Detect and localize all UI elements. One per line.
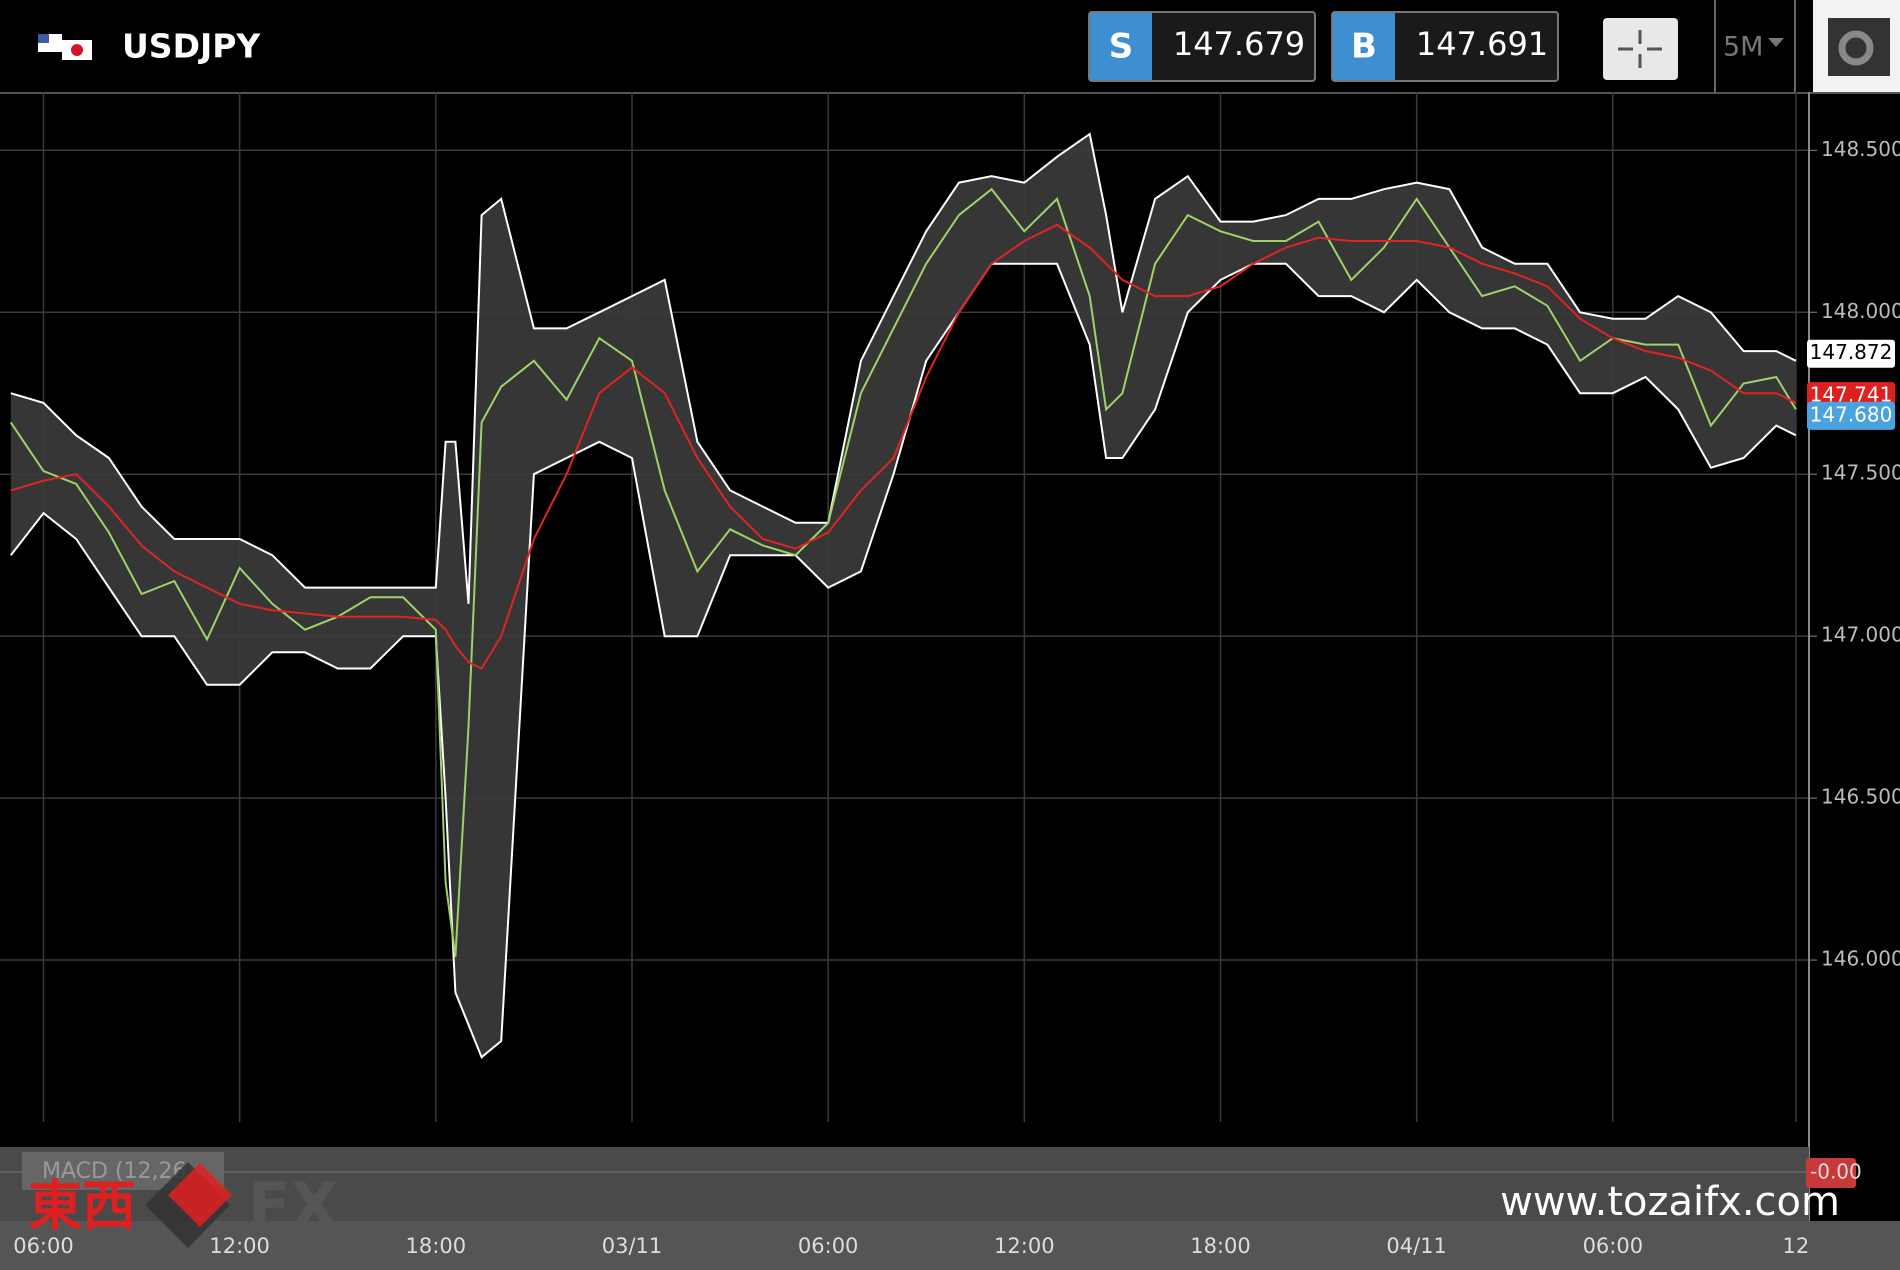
settings-gear[interactable]	[1838, 30, 1874, 66]
x-tick-label: 03/11	[602, 1234, 663, 1258]
macd-value-box	[1806, 1158, 1856, 1188]
y-tick-label: 148.000	[1821, 299, 1900, 323]
crosshair-icon[interactable]	[1618, 30, 1662, 68]
sell-label[interactable]: S	[1109, 27, 1134, 67]
settings-button[interactable]	[1813, 0, 1900, 93]
price-tag-label: 147.680	[1810, 402, 1893, 426]
x-tick-label: 06:00	[1583, 1234, 1644, 1258]
watermark-fx: FX	[248, 1169, 338, 1242]
y-tick-label: 146.500	[1821, 785, 1900, 809]
watermark-brand: 東西	[28, 1175, 136, 1238]
x-tick-label: 06:00	[13, 1234, 74, 1258]
flag-us-canton	[38, 34, 49, 43]
price-line	[10, 223, 1797, 670]
watermark-url: www.tozaifx.com	[1500, 1179, 1840, 1225]
crosshair-button[interactable]	[1603, 18, 1678, 80]
price-tag	[1807, 401, 1895, 430]
band-fill	[10, 134, 1796, 1058]
timeframe[interactable]: 5M	[1723, 32, 1763, 63]
x-tick-label: 06:00	[798, 1234, 859, 1258]
plot-area: 146.000 146.500 147.000 147.500 148.000 148.5…	[0, 92, 1900, 1221]
macd-value: -0.00	[1810, 1160, 1862, 1184]
price-tag-label: 147.872	[1810, 340, 1893, 364]
x-tick-label: 12:00	[994, 1234, 1055, 1258]
settings-icon-bg[interactable]	[1828, 18, 1890, 76]
sell-price[interactable]: 147.679	[1173, 25, 1305, 63]
y-tick-label: 147.000	[1821, 623, 1900, 647]
sell-button[interactable]: S 147.679	[1088, 11, 1316, 82]
band-lower	[10, 262, 1797, 1059]
buy-price[interactable]: 147.691	[1416, 25, 1548, 63]
band-upper	[10, 132, 1797, 604]
x-tick-label: 04/11	[1386, 1234, 1447, 1258]
macd-panel	[0, 1147, 1809, 1221]
crosshair-box[interactable]	[1603, 18, 1678, 80]
buy-tag[interactable]	[1333, 13, 1395, 80]
dropdown-arrow[interactable]	[1768, 38, 1784, 47]
x-tick-label: 18:00	[1190, 1234, 1251, 1258]
price-line	[9, 187, 1797, 957]
y-tick-label: 147.500	[1821, 461, 1900, 485]
buy-button[interactable]: B 147.691	[1331, 11, 1559, 82]
x-tick-label: 18:00	[406, 1234, 467, 1258]
price-tag	[1807, 339, 1895, 368]
y-tick-label: 146.000	[1821, 947, 1900, 971]
sell-tag[interactable]	[1090, 13, 1152, 80]
y-tick-label: 148.500	[1821, 137, 1900, 161]
x-tick-label: 12	[1783, 1234, 1810, 1258]
timeframe-dropdown[interactable]: 5M	[1723, 32, 1784, 63]
macd-label: MACD (12,26	[42, 1159, 187, 1184]
watermark-logo	[168, 1163, 232, 1227]
flag-jp-sun	[71, 44, 83, 56]
symbol: USDJPY	[122, 27, 261, 66]
time-axis	[0, 1221, 1900, 1270]
buy-label[interactable]: B	[1351, 27, 1377, 67]
x-tick-label: 12:00	[209, 1234, 270, 1258]
header: USDJPY S 147.679 B 147.691 5M	[0, 0, 1900, 94]
